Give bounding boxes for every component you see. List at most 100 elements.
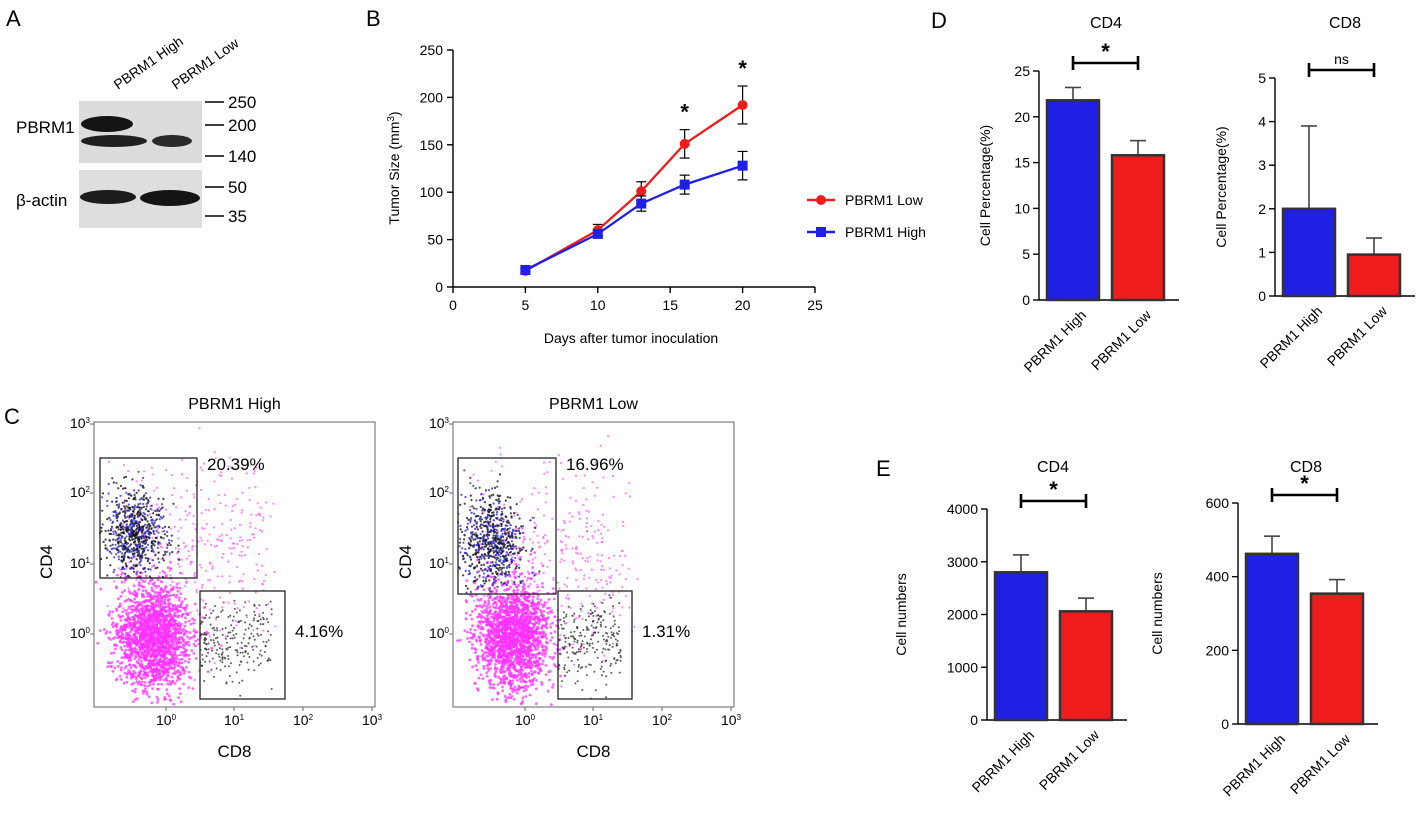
flow-event-cd4-cd8-negative [128,671,132,675]
flow-event-cd8-positive [240,619,242,622]
flow-event-cd4-positive [125,499,128,502]
flow-event-cd4-cd8-negative [155,634,159,638]
flow-event-cd8-positive [260,633,262,636]
flow-event-scatter [207,497,210,501]
flow-event-cd4-cd8-negative [163,598,167,602]
flow-event-cd4-positive [132,552,135,555]
flow-event-cd4-cd8-negative [114,647,117,651]
flow-event-cd8-positive [247,642,250,645]
flow-event-cd4-positive [133,504,136,507]
flow-event-cd4-cd8-negative [130,605,133,608]
flow-event-cd4-positive [157,497,160,500]
flow-event-cd4-cd8-negative [508,679,512,683]
flow-event-cd4-cd8-negative [177,621,181,625]
flow-event-cd4-positive [128,506,131,509]
flow-event-scatter [220,471,223,474]
flow-event-cd4-cd8-negative [98,629,102,632]
flow-event-cd4-cd8-negative [137,645,141,649]
flow-event-cd4-cd8-negative [473,682,477,685]
significance-label: * [1101,39,1110,64]
tumor-x-tick-label: 25 [807,297,823,313]
flow-event-cd4-positive [144,523,147,526]
flow-event-cd4-positive [141,484,144,487]
flow-event-cd8-positive [252,660,255,663]
flow-event-cd4-positive [155,529,158,533]
flow-event-cd4-cd8-negative [190,649,194,652]
flow-event-cd4-cd8-negative [501,627,505,631]
flow-event-cd8-positive [239,694,242,697]
flow-event-scatter [228,547,231,550]
flow-event-scatter [211,567,214,570]
flow-event-cd4-cd8-negative [153,625,157,629]
flow-event-scatter [233,503,237,506]
flow-event-cd4-cd8-negative [479,631,482,635]
flow-event-cd4-positive [120,526,123,529]
flow-event-cd8-positive [248,623,251,626]
flow-event-cd4-positive [161,517,164,520]
flow-event-cd4-cd8-negative [138,603,142,606]
flow-event-cd4-positive [154,509,157,512]
flow-event-cd4-cd8-negative [479,673,483,676]
flow-event-scatter [241,587,245,590]
flow-event-cd4-cd8-negative [115,628,118,632]
flow-event-cd8-positive [204,616,207,619]
blot-protein-label-pbrm1: PBRM1 [16,118,75,137]
flow-event-cd4-cd8-negative [492,686,496,690]
flow-event-cd4-cd8-negative [187,675,191,679]
flow-event-cd4-positive [125,525,128,528]
flow-event-scatter [254,527,257,530]
flow-event-cd4-positive [115,511,118,514]
bar-y-tick-label: 2 [1258,201,1266,217]
flow-event-cd4-cd8-negative [551,587,555,590]
flow-event-scatter [255,563,258,566]
flow-event-cd4-cd8-negative [114,624,117,628]
flow-event-scatter [217,538,220,542]
flow-event-cd4-positive [142,540,145,544]
flow-event-cd4-cd8-negative [541,585,544,589]
tumor-y-tick-label: 0 [435,279,443,295]
flow-event-cd4-positive [139,535,142,538]
flow-event-cd4-cd8-negative [537,603,541,606]
flow-event-cd4-cd8-negative [525,625,529,628]
flow-event-cd8-positive [267,630,270,633]
flow-event-scatter [213,545,216,548]
flow-event-cd4-cd8-negative [471,624,474,628]
flow-event-scatter [206,539,209,542]
flow-event-cd4-cd8-negative [528,657,532,660]
flow-event-scatter [165,468,168,472]
flow-event-cd4-cd8-negative [178,636,182,639]
flow-event-cd4-positive [112,571,115,574]
flow-event-cd8-positive [221,633,224,636]
flow-event-cd4-positive [127,493,130,496]
flow-event-cd4-cd8-negative [187,660,191,664]
flow-event-cd4-cd8-negative [529,577,533,581]
flow-event-cd4-cd8-negative [127,669,130,672]
flow-event-cd4-cd8-negative [134,687,137,691]
flow-x-tick-label: 103 [721,712,742,728]
flow-event-cd8-positive [227,631,230,634]
flow-event-cd4-cd8-negative [524,599,528,602]
flow-event-scatter [242,605,245,609]
flow-event-cd4-cd8-negative [190,560,193,564]
flow-event-cd4-cd8-negative [520,572,524,575]
flow-event-scatter [211,565,214,568]
flow-event-cd8-positive [267,657,270,660]
flow-event-scatter [252,628,255,632]
flow-event-cd4-cd8-negative [193,618,196,622]
flow-event-cd4-cd8-negative [181,666,185,670]
flow-event-cd4-cd8-negative [496,691,500,695]
flow-event-scatter [135,592,139,595]
flow-event-cd4-cd8-negative [126,622,130,626]
flow-event-cd4-cd8-negative [550,636,554,639]
flow-event-cd4-positive [119,539,122,542]
bar-y-tick-label: 0 [1022,292,1030,308]
flow-event-cd4-cd8-negative [133,664,137,667]
flow-event-cd4-cd8-negative [518,625,521,629]
flow-event-scatter [208,561,211,564]
flow-event-cd4-positive [117,558,121,561]
flow-event-cd4-cd8-negative [171,672,175,675]
flow-event-cd4-cd8-negative [155,585,159,588]
flow-event-cd4-cd8-negative [502,596,506,600]
panel-label-b: B [366,6,381,31]
flow-event-scatter [187,550,190,553]
